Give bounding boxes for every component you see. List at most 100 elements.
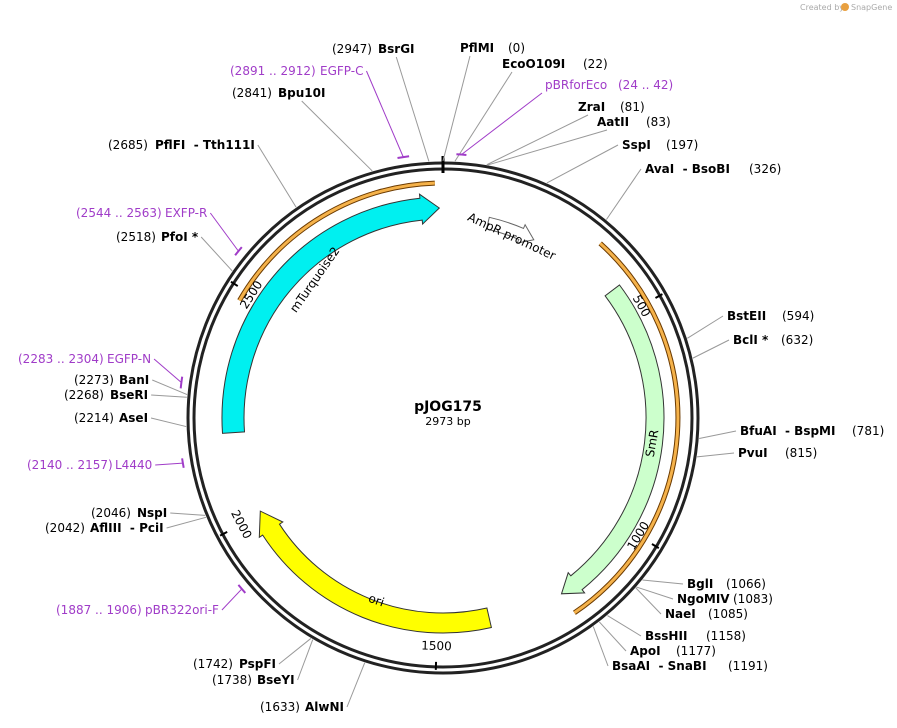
- feature-label: ori: [367, 591, 386, 609]
- enzyme-name: PflMI: [460, 41, 494, 55]
- enzyme-site-line: [454, 71, 513, 162]
- enzyme-site-line: [692, 339, 730, 359]
- enzyme-site: (197): [666, 138, 698, 152]
- plasmid-length: 2973 bp: [425, 415, 470, 428]
- primer-span: (2891 .. 2912): [230, 64, 316, 78]
- enzyme-site: (632): [781, 333, 813, 347]
- enzyme-name: AflIII - PciI: [90, 521, 164, 535]
- enzyme-site-line: [642, 579, 684, 585]
- enzyme-site-line: [346, 662, 366, 708]
- credit-brand: SnapGene: [851, 3, 892, 12]
- primer-line: [155, 462, 183, 466]
- enzyme-site-line: [442, 55, 471, 162]
- enzyme-site: (83): [646, 115, 671, 129]
- enzyme-site-line: [699, 430, 737, 439]
- enzyme-site: (1177): [676, 644, 716, 658]
- primer-line: [221, 588, 243, 611]
- enzyme-site-line: [487, 129, 608, 166]
- enzyme-site: (2841): [232, 86, 272, 100]
- feature-arrow: [221, 193, 441, 434]
- plasmid-name: pJOG175: [414, 399, 482, 415]
- enzyme-site-line: [297, 639, 314, 681]
- primer-span: (2283 .. 2304): [18, 352, 104, 366]
- enzyme-site: (2273): [74, 373, 114, 387]
- primer-line: [461, 92, 543, 156]
- primer-line: [366, 70, 404, 158]
- tick-label: 2000: [228, 508, 255, 542]
- enzyme-name: PflFI - Tth111I: [155, 138, 255, 152]
- primer-name: EGFP-C: [320, 64, 363, 78]
- primer-span: (24 .. 42): [618, 78, 673, 92]
- feature-label: SmR: [643, 428, 662, 458]
- enzyme-name: BssHII: [645, 629, 687, 643]
- enzyme-site: (594): [782, 309, 814, 323]
- enzyme-name: ApoI: [630, 644, 661, 658]
- enzyme-name: NaeI: [665, 607, 696, 621]
- primer-name: pBR322ori-F: [145, 603, 219, 617]
- enzyme-site: (1191): [728, 659, 768, 673]
- enzyme-name: SspI: [622, 138, 651, 152]
- enzyme-name: BanI: [119, 373, 149, 387]
- enzyme-name: BseRI: [110, 388, 148, 402]
- enzyme-name: BfuAI - BspMI: [740, 424, 835, 438]
- enzyme-name: NspI: [137, 506, 167, 520]
- enzyme-site: (2042): [45, 521, 85, 535]
- feature-arrow: [486, 216, 535, 244]
- enzyme-name: BseYI: [257, 673, 295, 687]
- enzyme-site-line: [486, 114, 589, 166]
- primer-span: (1887 .. 1906): [56, 603, 142, 617]
- tick-mark: [219, 530, 228, 537]
- enzyme-site: (1085): [708, 607, 748, 621]
- primer-name: L4440: [115, 458, 152, 472]
- tick-mark: [230, 280, 239, 287]
- primer-line: [153, 358, 182, 383]
- enzyme-site-line: [301, 100, 373, 172]
- enzyme-site: (1083): [733, 592, 773, 606]
- enzyme-name: BsaAI - SnaBI: [612, 659, 707, 673]
- enzyme-site-line: [687, 315, 724, 339]
- enzyme-site-line: [152, 379, 188, 396]
- enzyme-site: (2268): [64, 388, 104, 402]
- enzyme-name: AseI: [119, 411, 148, 425]
- enzyme-site: (781): [852, 424, 884, 438]
- enzyme-site-line: [636, 586, 674, 600]
- enzyme-site: (1158): [706, 629, 746, 643]
- enzyme-site-line: [170, 512, 206, 516]
- enzyme-site-line: [592, 626, 609, 667]
- primer-mark: [237, 584, 247, 594]
- enzyme-name: EcoO109I: [502, 57, 565, 71]
- primer-name: pBRforEco: [545, 78, 607, 92]
- enzyme-site: (326): [749, 162, 781, 176]
- enzyme-name: BstEII: [727, 309, 766, 323]
- enzyme-site: (815): [785, 446, 817, 460]
- enzyme-site-line: [605, 168, 642, 220]
- primer-mark: [397, 155, 410, 159]
- feature-arrow: [560, 284, 665, 595]
- enzyme-site-line: [151, 394, 187, 398]
- enzyme-site-line: [607, 615, 642, 637]
- credit-icon: [841, 3, 849, 11]
- enzyme-site: (81): [620, 100, 645, 114]
- primer-line: [209, 212, 239, 252]
- enzyme-site-line: [546, 144, 619, 184]
- feature-arrow: [258, 510, 492, 634]
- primer-name: EXFP-R: [165, 206, 207, 220]
- enzyme-site: (22): [583, 57, 608, 71]
- enzyme-name: BglI: [687, 577, 713, 591]
- feature-label: AmpR promoter: [466, 210, 558, 263]
- enzyme-site: (1633): [260, 700, 300, 714]
- enzyme-name: PvuI: [738, 446, 768, 460]
- enzyme-name: AatII: [597, 115, 629, 129]
- enzyme-site-line: [696, 452, 735, 458]
- tick-label: 1500: [421, 638, 452, 653]
- primer-span: (2140 .. 2157): [27, 458, 113, 472]
- enzyme-name: AlwNI: [305, 700, 344, 714]
- enzyme-site: (2947): [332, 42, 372, 56]
- primer-name: EGFP-N: [107, 352, 151, 366]
- enzyme-site-line: [278, 638, 312, 665]
- enzyme-site: (1742): [193, 657, 233, 671]
- enzyme-site: (2046): [91, 506, 131, 520]
- enzyme-site-line: [599, 621, 627, 652]
- cds-bar: [238, 181, 435, 302]
